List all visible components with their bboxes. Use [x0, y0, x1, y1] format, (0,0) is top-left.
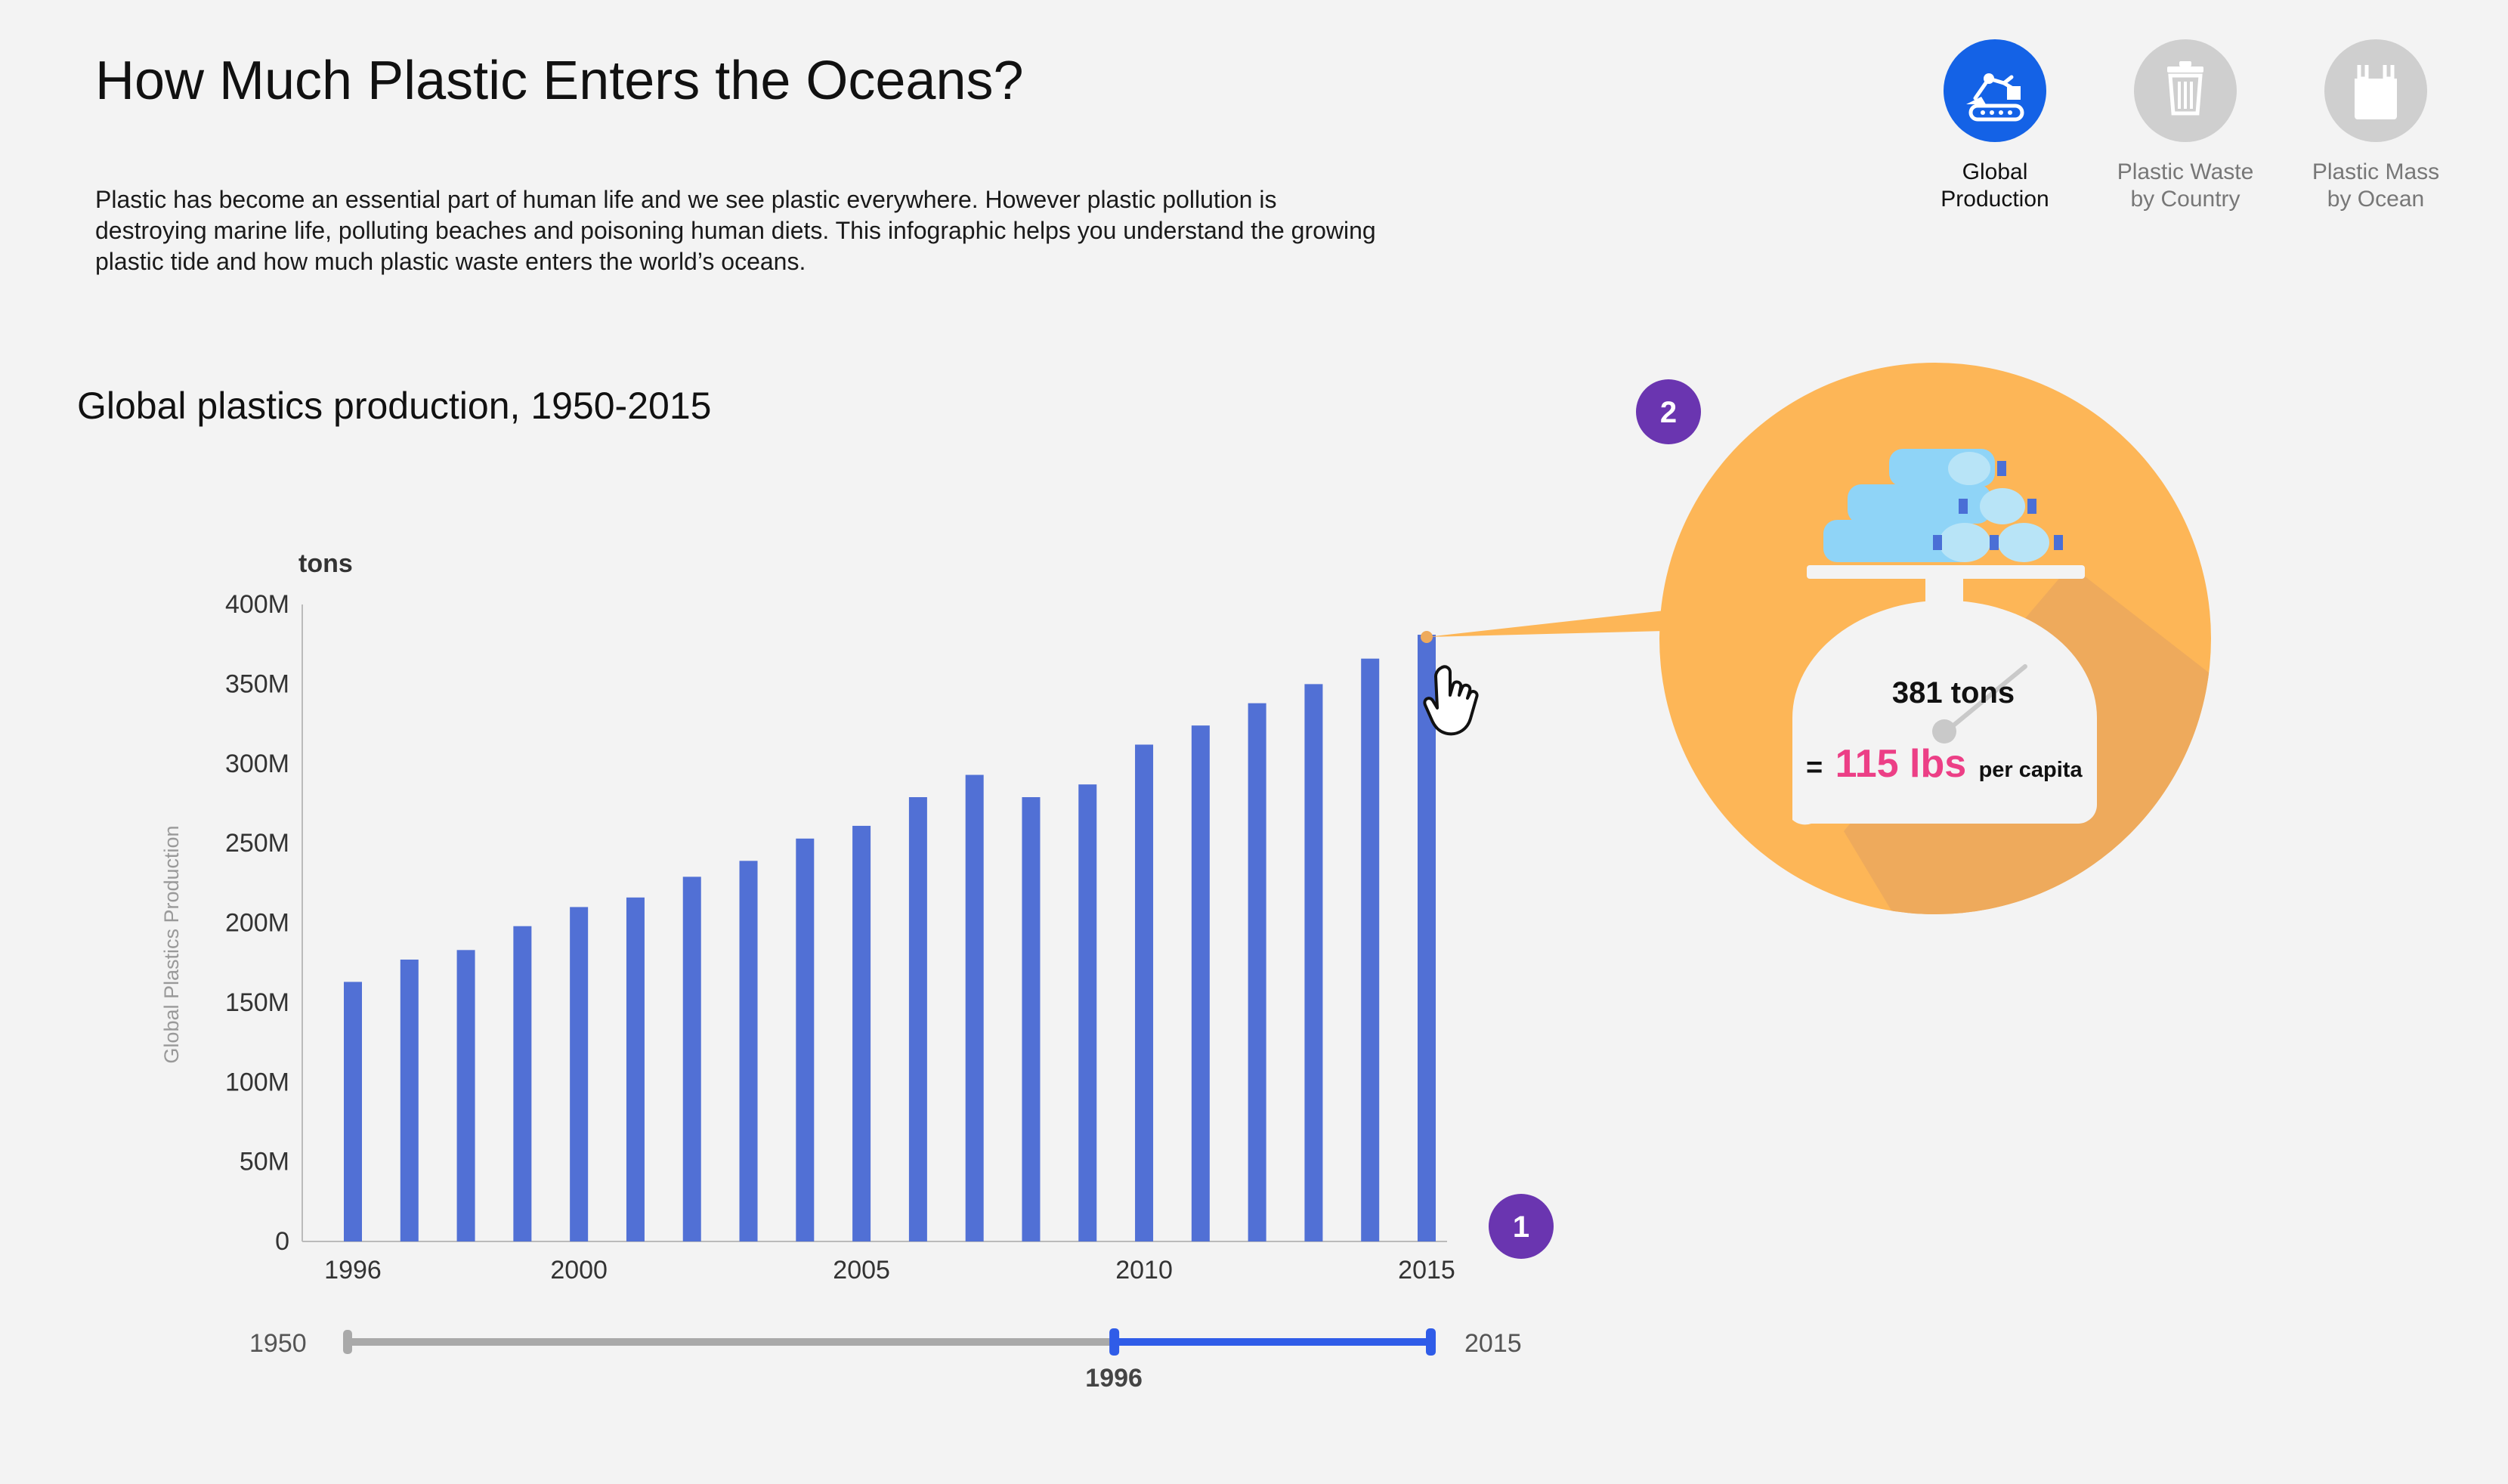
bar-2002[interactable] — [682, 876, 701, 1241]
bar-2008[interactable] — [1022, 797, 1041, 1241]
hand-cursor-icon — [1423, 665, 1479, 736]
nav-label: Global Production — [1941, 159, 2049, 212]
bar-2004[interactable] — [796, 838, 815, 1241]
y-tick-labels: 0 50M 100M 150M 200M 250M 300M 350M 400M — [225, 590, 289, 1256]
scale-needle-hub — [1932, 719, 1956, 744]
chart-title: Global plastics production, 1950-2015 — [77, 385, 712, 427]
scale-body — [1792, 600, 2097, 825]
bar-2005[interactable] — [852, 825, 871, 1241]
bar-2013[interactable] — [1304, 684, 1323, 1241]
page-title: How Much Plastic Enters the Oceans? — [95, 51, 1024, 111]
intro-paragraph: Plastic has become an essential part of … — [95, 186, 1376, 275]
plastic-bag-icon — [2324, 39, 2427, 142]
bar-1999[interactable] — [513, 926, 532, 1241]
plastic-bottles-icon — [1823, 449, 2063, 562]
bar-2009[interactable] — [1078, 784, 1097, 1241]
tooltip-per-capita: per capita — [1979, 758, 2083, 782]
x-tick-label: 2005 — [833, 1256, 890, 1285]
trash-can-icon — [2134, 39, 2237, 142]
y-tick-label: 100M — [225, 1068, 289, 1096]
x-tick-label: 1996 — [324, 1256, 382, 1285]
bar-2010[interactable] — [1135, 744, 1154, 1241]
nav-label: Plastic Mass by Ocean — [2312, 159, 2440, 212]
bars — [344, 635, 1436, 1241]
bar-2015[interactable] — [1418, 635, 1436, 1241]
bar-1996[interactable] — [344, 982, 362, 1241]
tooltip-tons: 381 tons — [1892, 676, 2015, 710]
view-switcher: Global Production Plastic Waste by Count… — [1904, 39, 2479, 228]
slider-max-label: 2015 — [1464, 1329, 1522, 1358]
bar-2012[interactable] — [1248, 703, 1266, 1241]
y-tick-label: 300M — [225, 750, 289, 778]
tooltip-equals: = — [1806, 752, 1823, 784]
highlight-point — [1421, 631, 1433, 643]
tooltip-lbs: 115 lbs — [1835, 742, 1966, 786]
y-tick-label: 350M — [225, 669, 289, 698]
bar-2000[interactable] — [570, 907, 589, 1241]
x-tick-labels: 1996 2000 2005 2010 2015 — [324, 1256, 1455, 1285]
y-axis-title: Global Plastics Production — [160, 825, 183, 1063]
slider-start-handle[interactable] — [1109, 1328, 1120, 1356]
y-unit-label: tons — [298, 549, 353, 578]
step-badge-1 — [1489, 1194, 1554, 1259]
x-tick-label: 2010 — [1115, 1256, 1173, 1285]
tooltip-per-capita-line: = 115 lbs per capita — [1806, 742, 2083, 786]
x-tick-label: 2000 — [550, 1256, 608, 1285]
step-badge-2 — [1636, 379, 1701, 444]
bar-1998[interactable] — [456, 950, 475, 1241]
y-tick-label: 150M — [225, 988, 289, 1017]
scale-needle — [1942, 664, 2027, 735]
step-badge-1-label: 1 — [1513, 1210, 1529, 1244]
bar-2003[interactable] — [739, 861, 758, 1241]
callout-pointer — [1427, 611, 1665, 637]
slider-end-handle[interactable] — [1426, 1328, 1436, 1356]
scale-tray — [1807, 565, 2085, 579]
slider-start-value: 1996 — [1085, 1364, 1143, 1393]
nav-plastic-waste-by-country[interactable]: Plastic Waste by Country — [2095, 39, 2276, 213]
bar-2001[interactable] — [626, 897, 645, 1241]
step-badge-2-label: 2 — [1660, 396, 1677, 429]
bar-1997[interactable] — [400, 959, 419, 1241]
y-tick-label: 0 — [275, 1227, 289, 1256]
y-tick-label: 250M — [225, 829, 289, 858]
nav-global-production[interactable]: Global Production — [1904, 39, 2086, 213]
y-tick-label: 400M — [225, 590, 289, 619]
factory-robot-icon — [1944, 39, 2046, 142]
nav-plastic-mass-by-ocean[interactable]: Plastic Mass by Ocean — [2285, 39, 2466, 213]
bar-2007[interactable] — [965, 774, 984, 1241]
bar-2006[interactable] — [908, 797, 927, 1241]
nav-label: Plastic Waste by Country — [2117, 159, 2254, 212]
slider-min-label: 1950 — [249, 1329, 307, 1358]
slider-track-end-handle — [343, 1330, 352, 1354]
bar-2014[interactable] — [1361, 658, 1380, 1241]
y-tick-label: 50M — [240, 1148, 289, 1176]
x-tick-label: 2015 — [1398, 1256, 1455, 1285]
y-tick-label: 200M — [225, 909, 289, 938]
bar-2011[interactable] — [1191, 725, 1210, 1241]
